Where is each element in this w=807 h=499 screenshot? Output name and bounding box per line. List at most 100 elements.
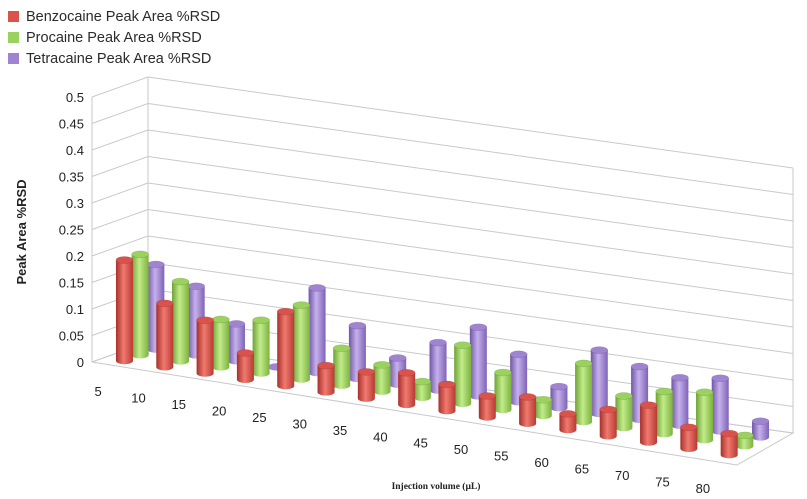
bar-body <box>494 372 512 414</box>
bar-top <box>695 388 714 397</box>
bar <box>373 361 391 395</box>
bar-body <box>752 421 770 441</box>
bar-body <box>559 413 577 434</box>
bar-body <box>550 386 568 412</box>
bar-top <box>615 392 633 400</box>
bar <box>171 277 190 365</box>
bar <box>317 361 335 396</box>
labels-layer: Peak Area %RSD Injection volume (µL) 0 0.… <box>14 90 710 496</box>
bar <box>615 392 633 432</box>
bar-body <box>711 378 729 435</box>
bar-top <box>373 361 391 369</box>
bar-top <box>332 344 351 353</box>
x-tick-label: 5 <box>95 384 102 399</box>
bar-body <box>236 353 254 384</box>
x-tick-label: 30 <box>292 416 306 431</box>
bar-top <box>276 307 295 316</box>
bar-body <box>655 391 673 438</box>
gridline-side <box>91 103 149 124</box>
bar-top <box>559 410 577 418</box>
gridline-side <box>91 209 149 230</box>
bar <box>590 346 609 418</box>
bar <box>438 380 456 415</box>
bar-top <box>438 380 456 389</box>
bar-body <box>398 372 416 409</box>
bar <box>559 410 577 434</box>
y-tick-label: 0.5 <box>66 90 84 105</box>
bar <box>211 315 230 371</box>
legend-item-procaine: Procaine Peak Area %RSD <box>8 27 220 48</box>
x-tick-label: 35 <box>333 423 347 438</box>
bar-body <box>357 371 375 402</box>
bar-top <box>413 377 432 386</box>
bar-body <box>196 320 214 377</box>
bar-top <box>494 368 512 377</box>
bar-body <box>454 345 472 408</box>
bar-top <box>550 382 568 391</box>
x-tick-label: 45 <box>413 436 427 451</box>
bar <box>478 392 497 421</box>
bar <box>599 405 618 440</box>
legend-item-benzocaine: Benzocaine Peak Area %RSD <box>8 6 220 27</box>
bar-top <box>639 401 658 409</box>
gridline <box>147 129 794 222</box>
bar-body <box>599 409 617 440</box>
bar-body <box>171 281 189 365</box>
gridline-side <box>91 129 149 151</box>
gridline <box>147 262 794 354</box>
gridline <box>147 76 794 169</box>
bar-top <box>252 316 270 325</box>
bar-body <box>308 287 326 377</box>
y-tick-label: 0.1 <box>66 302 84 317</box>
bar-top <box>308 284 326 292</box>
bar-body <box>292 305 310 383</box>
bar <box>655 387 674 438</box>
bar-top <box>155 299 174 308</box>
bar-body <box>720 433 738 459</box>
bar-body <box>478 395 496 421</box>
bar-top <box>590 346 609 354</box>
x-tick-label: 75 <box>655 474 669 489</box>
bar <box>276 307 295 390</box>
bar <box>429 338 447 394</box>
bar-body <box>615 395 633 432</box>
bar <box>453 341 472 408</box>
bar-top <box>227 320 246 328</box>
bar <box>115 256 134 365</box>
gridline <box>147 103 794 195</box>
bar <box>196 316 214 377</box>
bar-body <box>671 377 689 429</box>
y-tick-label: 0.45 <box>59 117 84 132</box>
x-tick-label: 65 <box>575 461 589 476</box>
chart-legend: Benzocaine Peak Area %RSD Procaine Peak … <box>8 6 220 69</box>
bar-top <box>736 431 754 440</box>
legend-label-tetracaine: Tetracaine Peak Area %RSD <box>26 50 212 67</box>
legend-item-tetracaine: Tetracaine Peak Area %RSD <box>8 48 220 69</box>
bar-top <box>469 323 488 332</box>
bar <box>469 323 488 400</box>
bar-top <box>236 349 255 357</box>
x-tick-label: 25 <box>252 410 266 425</box>
bar-top <box>292 301 311 309</box>
bar <box>155 299 174 371</box>
x-tick-label: 10 <box>131 391 145 406</box>
bar <box>397 369 416 409</box>
bar-body <box>115 260 133 365</box>
bar-body <box>277 311 295 390</box>
bar-top <box>509 350 528 359</box>
bar-top <box>534 395 553 404</box>
bar-top <box>348 321 367 330</box>
bar-top <box>453 341 472 350</box>
bar <box>332 344 351 389</box>
bar <box>534 395 553 420</box>
bar <box>509 350 528 406</box>
bar-top <box>429 338 447 347</box>
y-tick-label: 0 <box>77 355 84 370</box>
bar-body <box>680 427 698 453</box>
bar-top <box>115 256 134 264</box>
bar <box>574 359 593 426</box>
legend-label-benzocaine: Benzocaine Peak Area %RSD <box>26 8 221 25</box>
bar-body <box>252 320 270 377</box>
bar <box>550 382 568 412</box>
